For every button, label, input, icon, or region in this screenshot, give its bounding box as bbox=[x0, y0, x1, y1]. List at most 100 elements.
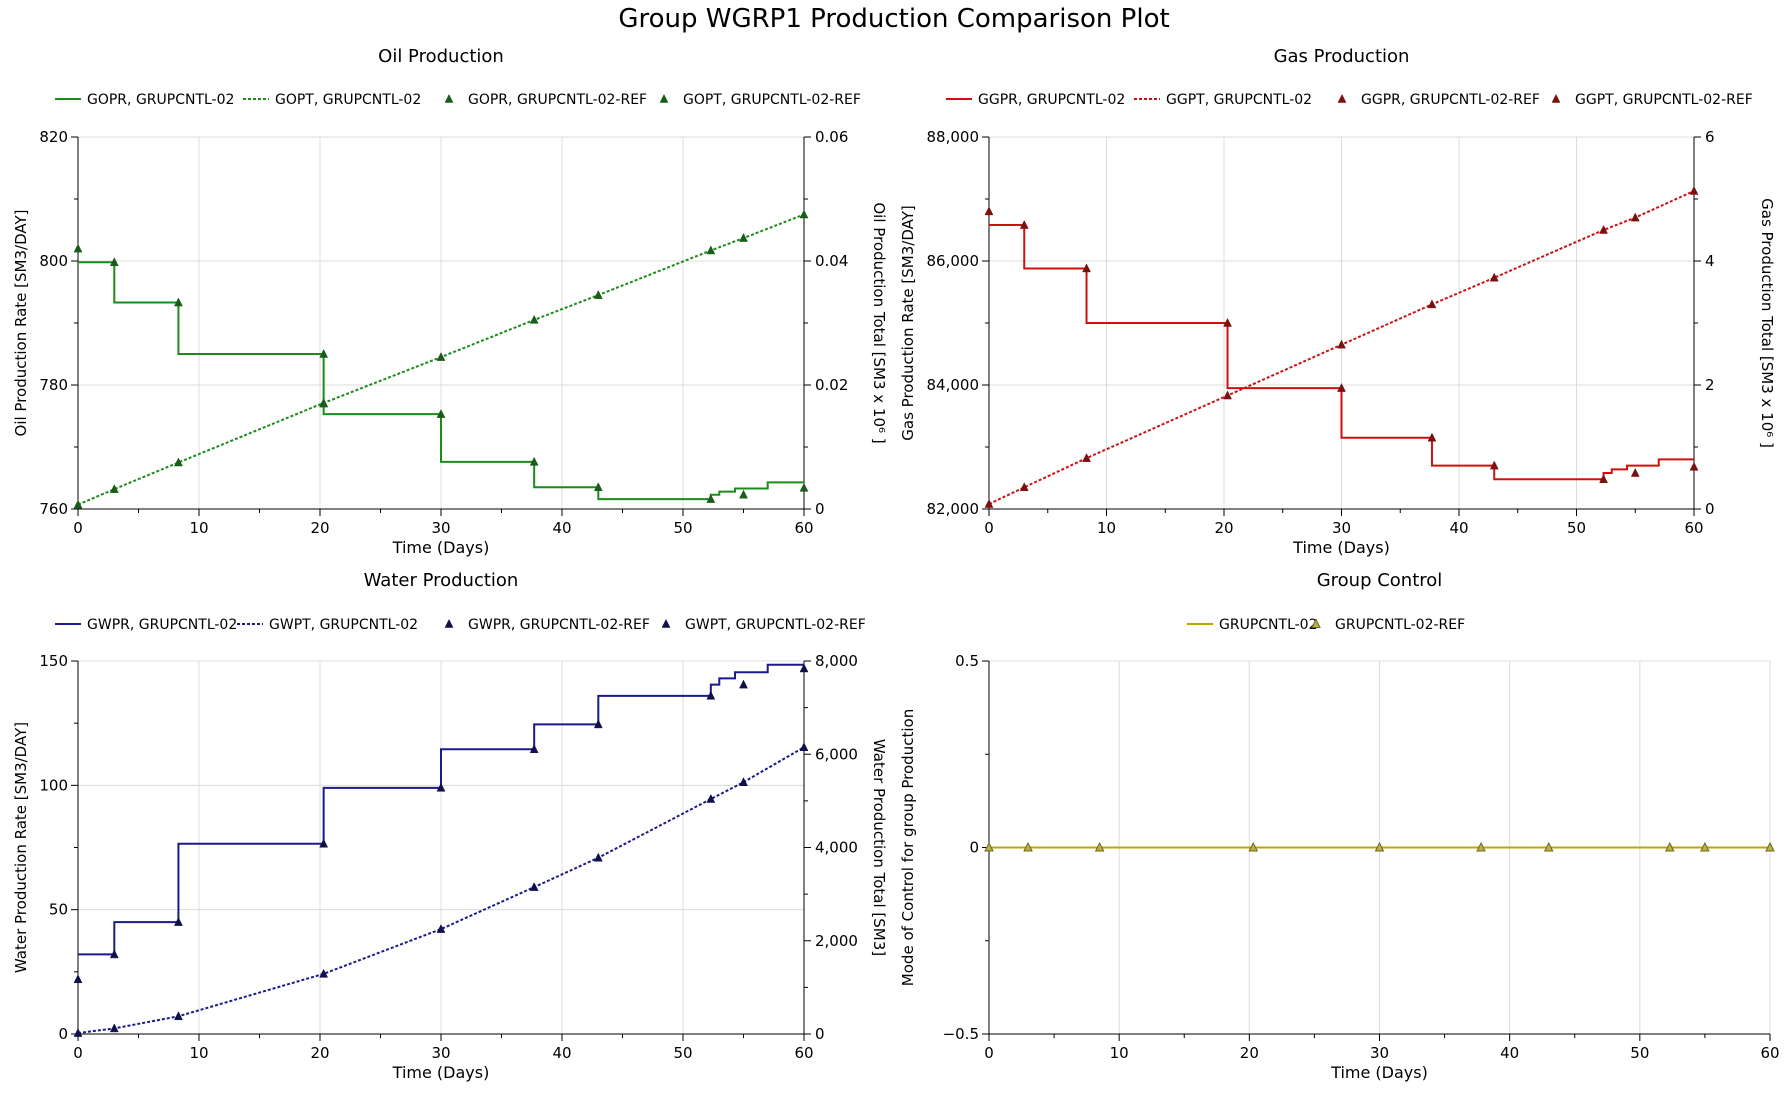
gas-rate-ref-marker bbox=[1223, 317, 1232, 327]
oil-x-tick-label: 20 bbox=[310, 519, 329, 537]
oil-total-ref-marker bbox=[319, 397, 329, 407]
gas-y2-tick-label: 6 bbox=[1705, 128, 1715, 146]
water-rate-ref-marker bbox=[739, 679, 748, 689]
water-legend-label: GWPR, GRUPCNTL-02 bbox=[87, 617, 237, 633]
gas-x-axis-label: Time (Days) bbox=[1292, 538, 1390, 557]
oil-total-ref-marker bbox=[73, 499, 83, 509]
water-legend-label: GWPR, GRUPCNTL-02-REF bbox=[468, 617, 650, 633]
water-y2-tick-label: 2,000 bbox=[815, 932, 858, 950]
gas-x-tick-label: 10 bbox=[1097, 519, 1116, 537]
oil-y2-tick-label: 0 bbox=[815, 500, 825, 518]
oil-y-axis-label: Oil Production Rate [SM3/DAY] bbox=[12, 210, 30, 437]
water-legend-label: GWPT, GRUPCNTL-02-REF bbox=[685, 617, 866, 633]
gas-subplot-title: Gas Production bbox=[1274, 46, 1410, 67]
water-y2-tick-label: 6,000 bbox=[815, 745, 858, 763]
control-x-tick-label: 50 bbox=[1630, 1044, 1649, 1062]
gas-x-tick-label: 30 bbox=[1332, 519, 1351, 537]
gas-y2-tick-label: 2 bbox=[1705, 376, 1715, 394]
water-total-ref-marker bbox=[529, 882, 539, 891]
gas-y2-tick-label: 0 bbox=[1705, 500, 1715, 518]
oil-x-tick-label: 60 bbox=[794, 519, 813, 537]
oil-rate-ref-marker bbox=[799, 482, 809, 492]
gas-legend-swatch-total-ref bbox=[1551, 93, 1561, 103]
gas-rate-ref-marker bbox=[1489, 460, 1499, 470]
water-total-ref-marker bbox=[73, 1028, 83, 1037]
water-total-ref-marker bbox=[109, 1023, 119, 1033]
oil-total-ref-marker bbox=[706, 245, 716, 255]
gas-y-tick-label: 88,000 bbox=[927, 128, 980, 146]
oil-rate-ref-marker bbox=[529, 456, 539, 466]
water-rate-ref-marker bbox=[319, 838, 329, 848]
water-legend-label: GWPT, GRUPCNTL-02 bbox=[269, 617, 418, 633]
gas-x-tick-label: 20 bbox=[1214, 519, 1233, 537]
water-rate-ref-marker bbox=[706, 690, 716, 700]
control-legend-label: GRUPCNTL-02 bbox=[1219, 617, 1318, 633]
control-ref-marker bbox=[1476, 841, 1486, 852]
oil-total-ref-marker bbox=[593, 290, 603, 299]
control-legend-label: GRUPCNTL-02-REF bbox=[1335, 617, 1465, 633]
oil-rate-ref-marker bbox=[739, 489, 748, 499]
water-x-tick-label: 50 bbox=[673, 1044, 692, 1062]
water-y-tick-label: 150 bbox=[39, 652, 68, 670]
water-x-tick-label: 10 bbox=[189, 1044, 208, 1062]
gas-rate-ref-marker bbox=[1337, 383, 1346, 392]
water-rate-ref-marker bbox=[73, 974, 83, 984]
oil-total-ref-marker bbox=[436, 352, 446, 361]
control-x-axis-label: Time (Days) bbox=[1330, 1063, 1428, 1082]
oil-y2-axis-label: Oil Production Total [SM3 x 10⁶ ] bbox=[870, 202, 888, 443]
control-ref-marker bbox=[1248, 841, 1259, 852]
water-total-ref-marker bbox=[174, 1011, 183, 1021]
gas-legend-label: GGPT, GRUPCNTL-02-REF bbox=[1575, 92, 1753, 108]
oil-subplot-title: Oil Production bbox=[378, 46, 504, 67]
water-y2-tick-label: 0 bbox=[815, 1025, 825, 1043]
control-y-tick-label: −0.5 bbox=[943, 1025, 979, 1043]
water-total-ref-marker bbox=[739, 777, 748, 786]
control-x-tick-label: 30 bbox=[1370, 1044, 1389, 1062]
oil-rate-ref-marker bbox=[436, 409, 446, 418]
water-x-tick-label: 30 bbox=[431, 1044, 450, 1062]
gas-total-ref-marker bbox=[1427, 299, 1437, 309]
water-legend-swatch-total-ref bbox=[661, 618, 671, 628]
gas-legend-label: GGPR, GRUPCNTL-02 bbox=[978, 92, 1125, 108]
gas-total-ref-marker bbox=[1630, 212, 1640, 222]
oil-total-ref-marker bbox=[799, 209, 809, 219]
gas-legend-label: GGPT, GRUPCNTL-02 bbox=[1166, 92, 1312, 108]
gas-total-ref-marker bbox=[1337, 339, 1346, 349]
water-total-ref-marker bbox=[799, 742, 809, 752]
gas-total-ref-marker bbox=[1082, 453, 1091, 462]
water-y2-axis-label: Water Production Total [SM3] bbox=[870, 739, 888, 956]
water-y-tick-label: 50 bbox=[49, 901, 68, 919]
gas-x-tick-label: 50 bbox=[1567, 519, 1586, 537]
gas-legend-label: GGPR, GRUPCNTL-02-REF bbox=[1361, 92, 1540, 108]
oil-legend-swatch-rate-ref bbox=[444, 93, 454, 103]
gas-rate-line bbox=[989, 224, 1694, 481]
water-subplot-title: Water Production bbox=[364, 570, 519, 591]
oil-rate-ref-marker bbox=[109, 257, 119, 266]
gas-rate-ref-marker bbox=[1427, 432, 1437, 442]
water-rate-ref-marker bbox=[593, 719, 603, 729]
water-rate-ref-marker bbox=[529, 744, 539, 754]
control-ref-marker bbox=[1543, 841, 1554, 852]
oil-legend-label: GOPR, GRUPCNTL-02 bbox=[87, 92, 234, 108]
water-total-ref-marker bbox=[706, 793, 716, 803]
control-ref-marker bbox=[1765, 841, 1775, 852]
gas-x-tick-label: 60 bbox=[1684, 519, 1703, 537]
gas-x-tick-label: 0 bbox=[984, 519, 994, 537]
water-x-tick-label: 0 bbox=[73, 1044, 83, 1062]
control-y-tick-label: 0 bbox=[969, 839, 979, 857]
water-y2-tick-label: 4,000 bbox=[815, 839, 858, 857]
gas-total-ref-marker bbox=[1689, 185, 1699, 195]
gas-y2-tick-label: 4 bbox=[1705, 252, 1715, 270]
control-x-tick-label: 10 bbox=[1110, 1044, 1129, 1062]
water-y-axis-label: Water Production Rate [SM3/DAY] bbox=[12, 722, 30, 973]
gas-y-axis-label: Gas Production Rate [SM3/DAY] bbox=[899, 205, 917, 440]
gas-y2-axis-label: Gas Production Total [SM3 x 10⁶ ] bbox=[1758, 198, 1776, 448]
gas-rate-ref-marker bbox=[1019, 219, 1029, 229]
oil-rate-ref-marker bbox=[73, 243, 83, 253]
gas-y-tick-label: 86,000 bbox=[927, 252, 980, 270]
oil-y2-tick-label: 0.06 bbox=[815, 128, 848, 146]
oil-x-tick-label: 10 bbox=[189, 519, 208, 537]
control-y-tick-label: 0.5 bbox=[955, 652, 979, 670]
control-ref-marker bbox=[984, 841, 994, 852]
